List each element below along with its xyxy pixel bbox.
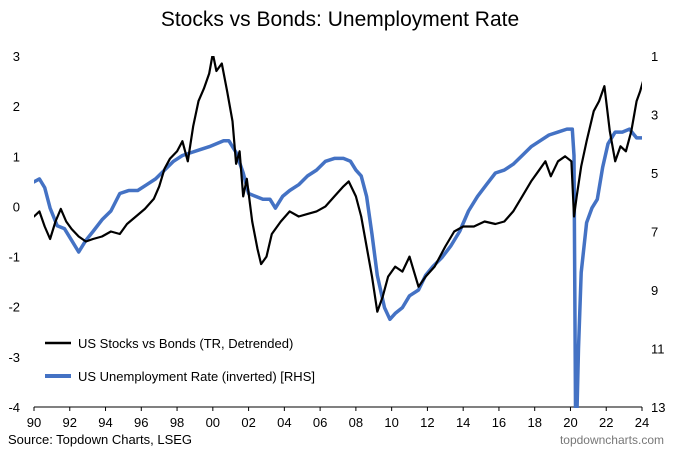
x-tick-label: 18 — [527, 415, 541, 430]
series-lines — [34, 56, 642, 408]
chart-title: Stocks vs Bonds: Unemployment Rate — [161, 8, 519, 31]
y-right-tick-label: 5 — [651, 166, 658, 181]
y-left-tick-label: 2 — [13, 99, 20, 114]
y-right-tick-label: 11 — [651, 342, 665, 357]
x-tick-label: 04 — [277, 415, 291, 430]
y-left-tick-label: 3 — [13, 49, 20, 64]
y-left-tick-label: 1 — [13, 149, 20, 164]
x-tick-label: 14 — [456, 415, 470, 430]
x-ticks: 90 92 94 96 98 00 02 04 06 08 10 12 14 16 18 20 22 24 — [27, 407, 649, 430]
y-left-tick-label: -2 — [8, 300, 20, 315]
x-tick-label: 98 — [170, 415, 184, 430]
y-left-ticks: 3 2 1 0 -1 -2 -3 -4 — [8, 49, 20, 415]
x-tick-label: 02 — [241, 415, 255, 430]
series-line-unemployment-rate — [34, 127, 642, 408]
x-tick-label: 12 — [420, 415, 434, 430]
legend-label-unemployment: US Unemployment Rate (inverted) [RHS] — [78, 369, 315, 384]
legend-label-stocks-bonds: US Stocks vs Bonds (TR, Detrended) — [78, 336, 293, 351]
x-tick-label: 22 — [599, 415, 613, 430]
plot-area: 90 92 94 96 98 00 02 04 06 08 10 12 14 16 18 20 22 24 321… — [8, 49, 665, 430]
x-tick-label: 06 — [313, 415, 327, 430]
y-right-tick-label: 9 — [651, 283, 658, 298]
x-tick-label: 20 — [563, 415, 577, 430]
source-note: Source: Topdown Charts, LSEG — [8, 432, 192, 447]
y-right-tick-label: 3 — [651, 108, 658, 123]
x-tick-label: 00 — [206, 415, 220, 430]
x-tick-label: 92 — [63, 415, 77, 430]
legend: US Stocks vs Bonds (TR, Detrended) US Un… — [45, 336, 315, 384]
x-tick-label: 90 — [27, 415, 41, 430]
y-left-tick-label: -4 — [8, 400, 20, 415]
x-tick-label: 94 — [98, 415, 112, 430]
x-tick-label: 24 — [635, 415, 649, 430]
x-tick-label: 10 — [384, 415, 398, 430]
y-right-tick-label: 7 — [651, 225, 658, 240]
y-left-tick-label: -1 — [8, 250, 20, 265]
y-left-tick-label: -3 — [8, 350, 20, 365]
x-tick-label: 96 — [134, 415, 148, 430]
series-line-stocks-vs-bonds — [34, 56, 642, 313]
x-tick-label: 08 — [349, 415, 363, 430]
y-left-tick-label: 0 — [13, 199, 20, 214]
y-right-tick-label: 1 — [651, 49, 658, 64]
y-right-tick-label: 13 — [651, 400, 665, 415]
x-tick-label: 16 — [492, 415, 506, 430]
brand-watermark: topdowncharts.com — [560, 433, 664, 447]
